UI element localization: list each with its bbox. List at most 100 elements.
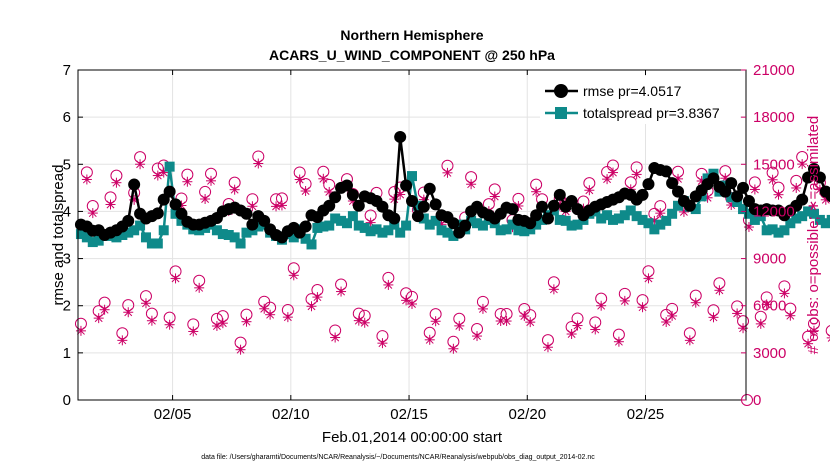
totalspread-point: [466, 215, 477, 226]
totalspread-point: [336, 215, 347, 226]
legend-spread-marker: [555, 107, 567, 119]
totalspread-point: [140, 232, 151, 243]
totalspread-point: [572, 219, 583, 230]
totalspread-point: [430, 215, 441, 226]
obs-assimilated-marker: [300, 186, 311, 197]
obs-assimilated-marker: [265, 309, 276, 320]
obs-assimilated-marker: [377, 338, 388, 349]
obs-assimilated-marker: [761, 299, 772, 310]
legend-spread-label: totalspread pr=3.8367: [583, 105, 720, 121]
obs-assimilated-marker: [336, 286, 347, 297]
rmse-point: [323, 199, 336, 212]
totalspread-point: [288, 232, 299, 243]
y-right-tick-label: 0: [753, 392, 761, 409]
obs-assimilated-marker: [123, 307, 134, 318]
totalspread-point: [123, 227, 134, 238]
totalspread-point: [655, 219, 666, 230]
totalspread-point: [347, 211, 358, 222]
obs-assimilated-marker: [271, 201, 282, 212]
x-tick-label: 02/05: [154, 406, 192, 423]
rmse-point: [329, 191, 342, 204]
totalspread-point: [146, 238, 157, 249]
obs-assimilated-marker: [466, 179, 477, 190]
obs-assimilated-marker: [590, 324, 601, 335]
obs-assimilated-marker: [424, 334, 435, 345]
rmse-point: [642, 178, 655, 191]
obs-assimilated-marker: [596, 300, 607, 311]
legend-rmse-label: rmse pr=4.0517: [583, 83, 682, 99]
obs-assimilated-marker: [194, 282, 205, 293]
obs-assimilated-marker: [359, 317, 370, 328]
totalspread-point: [211, 225, 222, 236]
obs-assimilated-marker: [117, 335, 128, 346]
totalspread-point: [371, 224, 382, 235]
rmse-point: [459, 219, 472, 232]
obs-assimilated-marker: [489, 191, 500, 202]
rmse-point: [299, 220, 312, 233]
totalspread-point: [81, 232, 92, 243]
obs-assimilated-marker: [755, 318, 766, 329]
totalspread-point: [235, 238, 246, 249]
y-right-tick-label: 21000: [753, 62, 795, 79]
totalspread-point: [424, 219, 435, 230]
x-tick-label: 02/25: [627, 406, 665, 423]
obs-assimilated-marker: [448, 343, 459, 354]
rmse-point: [411, 210, 424, 223]
obs-assimilated-marker: [182, 176, 193, 187]
totalspread-point: [537, 214, 548, 225]
totalspread-point: [495, 225, 506, 236]
totalspread-point: [743, 208, 754, 219]
totalspread-point: [649, 224, 660, 235]
rmse-point: [636, 188, 649, 201]
totalspread-point: [253, 221, 264, 232]
totalspread-point: [300, 233, 311, 244]
obs-assimilated-marker: [306, 301, 317, 312]
rmse-point: [506, 203, 519, 216]
obs-assimilated-marker: [531, 186, 542, 197]
obs-assimilated-marker: [105, 199, 116, 210]
x-axis-label: Feb.01,2014 00:00:00 start: [322, 429, 503, 446]
totalspread-point: [637, 214, 648, 225]
obs-assimilated-marker: [206, 175, 217, 186]
obs-assimilated-marker: [294, 174, 305, 185]
totalspread-point: [554, 214, 565, 225]
totalspread-point: [613, 213, 624, 224]
totalspread-point: [661, 215, 672, 226]
obs-assimilated-marker: [140, 298, 151, 309]
totalspread-point: [797, 211, 808, 222]
obs-assimilated-marker: [738, 323, 749, 334]
totalspread-point: [229, 232, 240, 243]
rmse-point: [731, 190, 744, 203]
totalspread-point: [383, 225, 394, 236]
obs-assimilated-marker: [312, 292, 323, 303]
y-left-tick-label: 4: [63, 203, 71, 220]
obs-assimilated-marker: [708, 312, 719, 323]
totalspread-point: [418, 213, 429, 224]
totalspread-point: [353, 220, 364, 231]
obs-assimilated-marker: [572, 320, 583, 331]
rmse-point: [258, 214, 271, 227]
totalspread-point: [241, 227, 252, 238]
totalspread-point: [306, 239, 317, 250]
rmse-point: [394, 130, 407, 143]
rmse-point: [122, 214, 135, 227]
obs-assimilated-marker: [779, 288, 790, 299]
obs-assimilated-marker: [87, 208, 98, 219]
y-right-tick-label: 15000: [753, 156, 795, 173]
totalspread-point: [448, 230, 459, 241]
y-left-tick-label: 7: [63, 62, 71, 79]
rmse-point: [796, 193, 809, 206]
totalspread-point: [519, 226, 530, 237]
totalspread-point: [619, 210, 630, 221]
totalspread-point: [803, 206, 814, 217]
y-left-tick-label: 3: [63, 251, 71, 268]
obs-assimilated-marker: [631, 169, 642, 180]
totalspread-point: [117, 230, 128, 240]
rmse-point: [737, 181, 750, 194]
x-tick-label: 02/15: [390, 406, 428, 423]
rmse-point: [352, 199, 365, 212]
totalspread-point: [566, 220, 577, 231]
y-left-tick-label: 5: [63, 156, 71, 173]
rmse-point: [672, 185, 685, 198]
